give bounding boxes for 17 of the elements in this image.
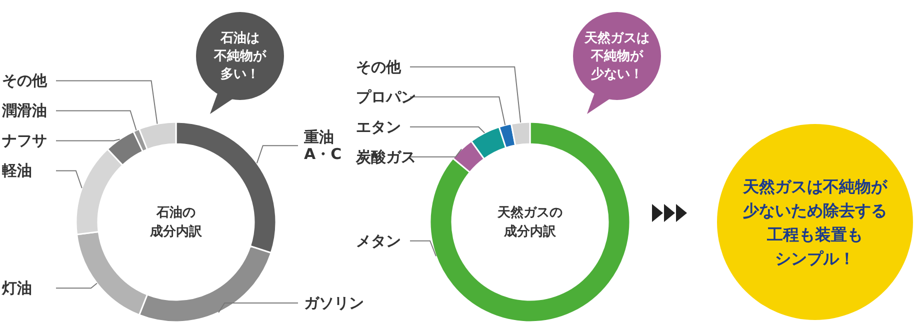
slice-label: 潤滑油 xyxy=(1,102,47,120)
slice-label: 炭酸ガス xyxy=(355,148,416,166)
slice-label: ガソリン xyxy=(304,294,364,312)
text: 天然ガスの成分内訳 xyxy=(496,205,562,239)
slice-label: その他 xyxy=(2,72,48,90)
slice-label: 灯油 xyxy=(1,279,32,298)
slice-label: 軽油 xyxy=(1,162,32,180)
slice-label: 重油A・C xyxy=(303,128,342,164)
text: 天然ガスは不純物が少ないため除去する工程も装置もシンプル！ xyxy=(742,176,888,268)
slice-label: ナフサ xyxy=(2,132,47,150)
text: 石油は不純物が多い！ xyxy=(213,30,267,82)
slice-label: プロパン xyxy=(356,88,416,106)
text: 天然ガスは不純物が少ない！ xyxy=(584,30,650,82)
slice-label: エタン xyxy=(356,118,401,136)
slice-label: その他 xyxy=(356,58,402,76)
slice-label: メタン xyxy=(356,232,401,250)
text: 石油の成分内訳 xyxy=(149,205,203,239)
